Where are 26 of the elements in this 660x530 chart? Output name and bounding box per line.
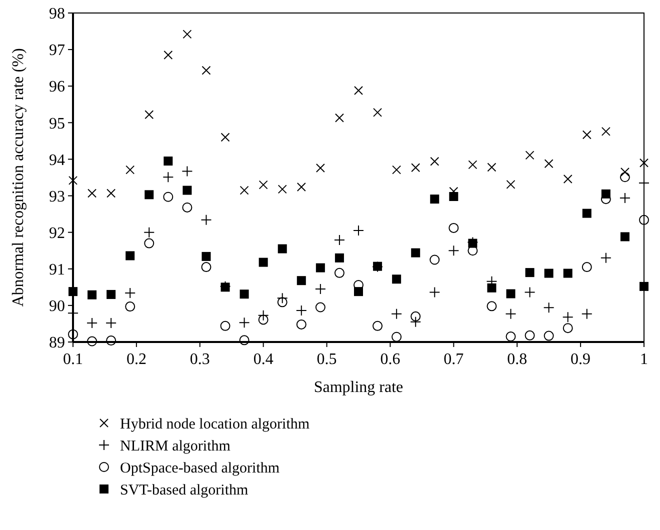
y-tick-label: 91 bbox=[49, 261, 65, 278]
legend-label: SVT-based algorithm bbox=[120, 482, 249, 498]
legend-label: OptSpace-based algorithm bbox=[120, 460, 280, 476]
y-tick-label: 93 bbox=[49, 188, 65, 206]
y-tick-label: 98 bbox=[49, 6, 65, 23]
x-tick-label: 0.8 bbox=[507, 351, 528, 368]
x-tick-label: 0.7 bbox=[444, 351, 464, 368]
x-tick-label: 0.2 bbox=[126, 351, 146, 368]
x-tick-label: 0.5 bbox=[316, 351, 337, 368]
x-axis-title: Sampling rate bbox=[314, 379, 404, 396]
x-tick-label: 0.6 bbox=[380, 351, 400, 368]
y-tick-label: 92 bbox=[49, 224, 65, 242]
x-tick-label: 0.1 bbox=[63, 351, 83, 368]
legend-label: Hybrid node location algorithm bbox=[120, 416, 310, 432]
x-tick-label: 0.9 bbox=[570, 351, 591, 368]
legend-label: NLIRM algorithm bbox=[120, 438, 231, 454]
x-tick-label: 1 bbox=[640, 351, 648, 368]
y-tick-label: 97 bbox=[49, 42, 65, 60]
y-axis-title: Abnormal recognition accuracy rate (%) bbox=[10, 48, 27, 307]
y-tick-label: 89 bbox=[49, 334, 65, 352]
y-tick-label: 94 bbox=[49, 152, 65, 169]
x-tick-label: 0.4 bbox=[253, 351, 274, 368]
y-tick-label: 90 bbox=[49, 298, 65, 316]
x-tick-label: 0.3 bbox=[190, 351, 210, 368]
y-tick-label: 96 bbox=[49, 78, 65, 96]
y-tick-label: 95 bbox=[49, 115, 65, 132]
